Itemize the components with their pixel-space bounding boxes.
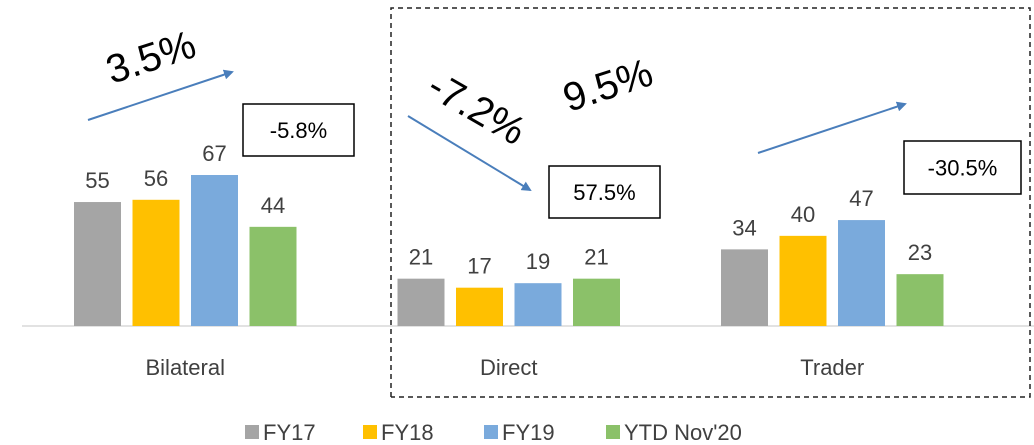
data-label: 44 [261, 193, 285, 218]
category-label: Direct [480, 355, 537, 380]
data-label: 21 [584, 245, 608, 270]
category-label: Trader [800, 355, 864, 380]
bar [74, 202, 121, 326]
legend-swatch [363, 425, 377, 439]
legend-label: YTD Nov'20 [624, 420, 742, 445]
bar [456, 287, 503, 326]
data-label: 34 [732, 215, 756, 240]
bar [132, 199, 180, 326]
data-label: 47 [849, 186, 873, 211]
legend-label: FY19 [502, 420, 555, 445]
trend-arrow [87, 69, 234, 121]
legend-swatch [245, 425, 259, 439]
trend-arrow [407, 115, 532, 192]
highlight-box [390, 7, 1031, 398]
data-label: 17 [467, 254, 491, 279]
legend-swatch [484, 425, 498, 439]
category-label: Bilateral [146, 355, 225, 380]
bar [573, 278, 620, 326]
change-box [903, 140, 1022, 195]
growth-label: 9.5% [558, 51, 658, 121]
legend-label: FY17 [263, 420, 316, 445]
bar [514, 283, 562, 326]
legend-label: FY18 [381, 420, 434, 445]
change-label: -30.5% [928, 156, 998, 181]
trend-arrow [757, 101, 907, 154]
bar [191, 175, 238, 326]
bar [896, 274, 944, 326]
bar [779, 235, 827, 326]
data-label: 55 [85, 168, 109, 193]
data-label: 21 [409, 245, 433, 270]
change-label: -5.8% [270, 118, 327, 143]
data-label: 23 [908, 240, 932, 265]
growth-label: 3.5% [101, 23, 201, 93]
data-label: 56 [144, 166, 168, 191]
growth-label: -7.2% [420, 64, 532, 154]
data-label: 67 [202, 141, 226, 166]
data-label: 40 [791, 202, 815, 227]
bar [838, 220, 885, 326]
data-label: 19 [526, 249, 550, 274]
bar [721, 249, 768, 326]
change-box [548, 165, 661, 219]
bar [397, 278, 445, 326]
change-box [242, 103, 355, 157]
change-label: 57.5% [573, 180, 635, 205]
bar [249, 226, 297, 326]
legend-swatch [606, 425, 620, 439]
